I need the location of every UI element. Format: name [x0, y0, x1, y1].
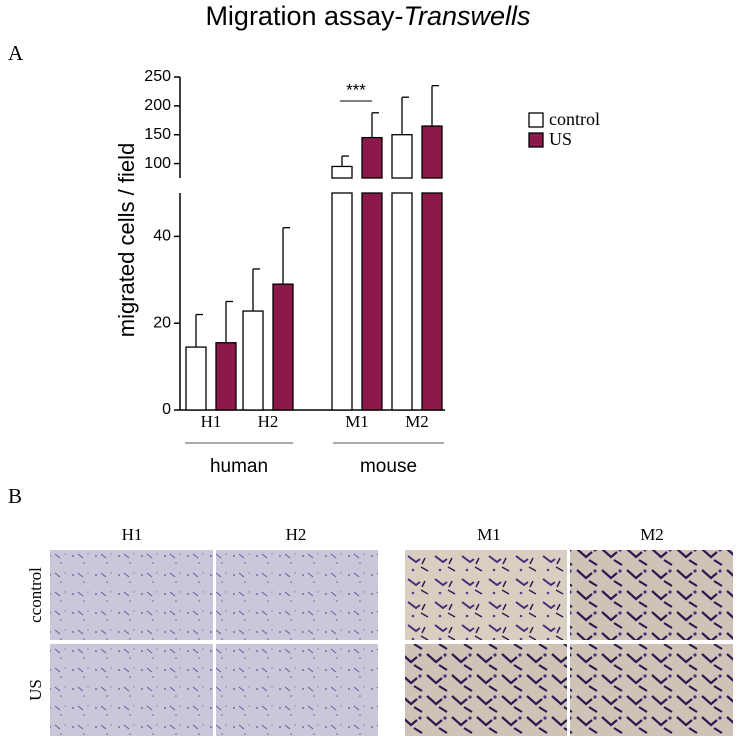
bar: [391, 192, 413, 411]
images: [50, 550, 733, 736]
legend-swatch: [528, 132, 544, 148]
image-row-label: US: [26, 679, 45, 701]
title-part: Migration assay-: [205, 1, 403, 31]
x-tick-label: H1: [201, 412, 222, 431]
micrograph: [216, 644, 378, 736]
micrograph: [405, 644, 567, 736]
title-part: Transwells: [404, 1, 531, 31]
chart-title: Migration assay-Transwells: [205, 1, 530, 31]
image-column-label: M1: [477, 525, 501, 544]
bar: [391, 134, 413, 179]
bar: [361, 192, 383, 411]
legend-swatch: [528, 112, 544, 128]
y-tick-label: 20: [153, 314, 171, 331]
legend-label: US: [549, 129, 572, 149]
bar: [421, 125, 443, 179]
image-column-label: H2: [286, 525, 307, 544]
image-row-label: ccontrol: [26, 567, 45, 623]
y-tick-label: 250: [144, 68, 171, 85]
group-label: mouse: [360, 456, 417, 477]
bar: [361, 136, 383, 179]
micrograph: [570, 550, 733, 640]
image-column-label: H1: [122, 525, 143, 544]
significance: ***: [346, 80, 366, 99]
bar: [215, 342, 237, 411]
x-tick-label: M2: [405, 412, 429, 431]
legend-label: control: [549, 109, 600, 129]
y-tick-label: 150: [144, 126, 171, 143]
bar: [185, 346, 207, 411]
y-tick-label: 40: [153, 228, 171, 245]
group-label: human: [210, 456, 268, 477]
x-tick-label: H2: [258, 412, 279, 431]
bar: [272, 283, 294, 411]
y-tick-label: 0: [162, 401, 171, 418]
y-tick-label: 100: [144, 155, 171, 172]
bar: [242, 310, 264, 411]
y-tick-label: 200: [144, 97, 171, 114]
micrograph: [50, 644, 213, 736]
micrograph: [405, 550, 567, 640]
bar: [421, 192, 443, 411]
micrograph: [216, 550, 378, 640]
micrograph: [50, 550, 213, 640]
panel-label: B: [8, 484, 22, 508]
bar: [331, 165, 353, 179]
image-column-label: M2: [640, 525, 664, 544]
x-tick-label: M1: [345, 412, 369, 431]
panel-label: A: [8, 41, 24, 65]
micrograph: [570, 644, 733, 736]
bar: [331, 192, 353, 411]
y-axis-label: migrated cells / field: [114, 143, 139, 337]
